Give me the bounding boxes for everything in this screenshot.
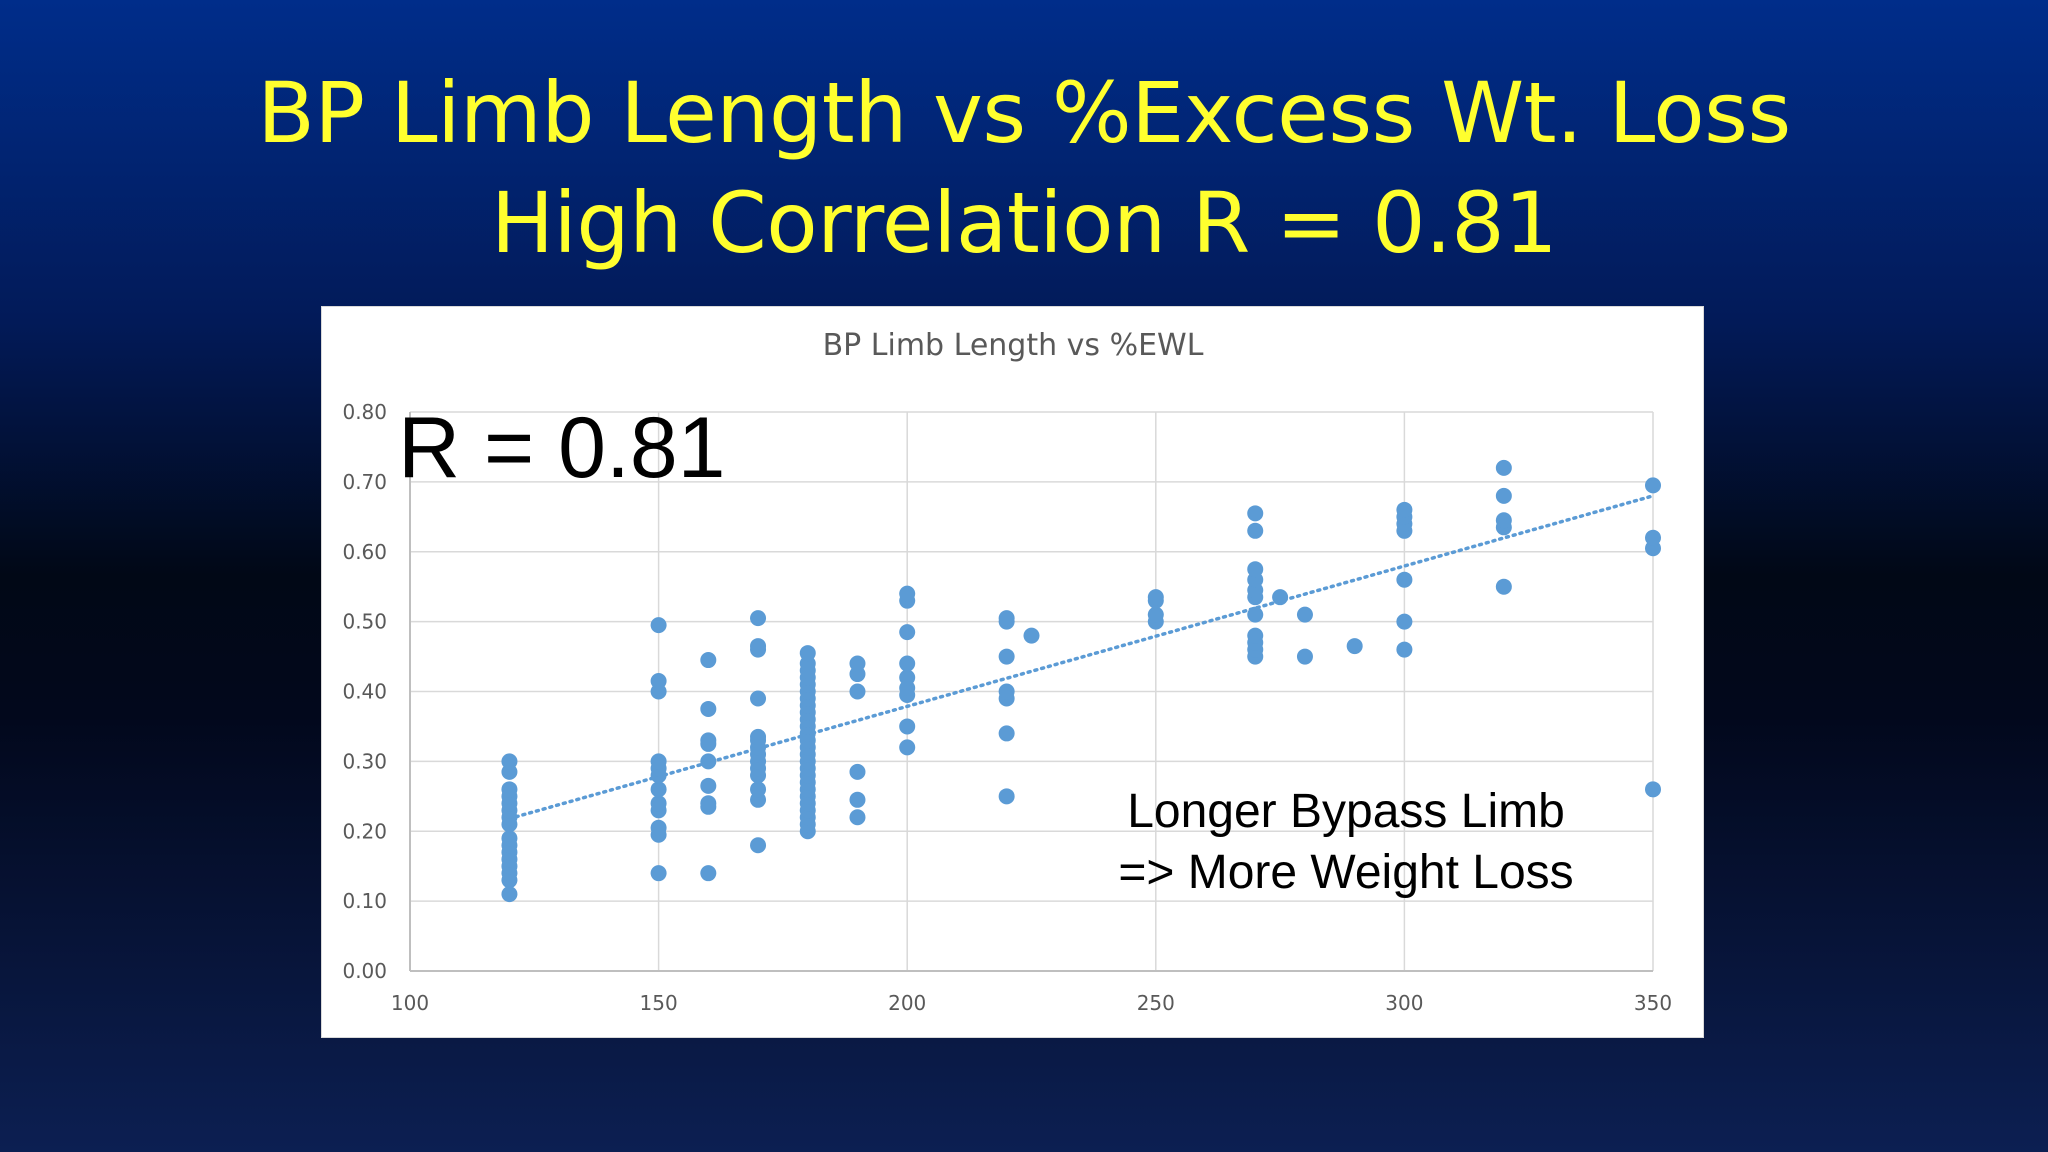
- y-tick-label: 0.50: [342, 610, 387, 634]
- data-point: [700, 865, 717, 882]
- data-point: [650, 673, 667, 690]
- data-point: [799, 645, 816, 662]
- data-point: [750, 690, 767, 707]
- data-point: [1147, 606, 1164, 623]
- slide-title: BP Limb Length vs %Excess Wt. Loss High …: [0, 58, 2048, 278]
- data-point: [1645, 781, 1661, 798]
- data-point: [700, 795, 717, 812]
- data-point: [1396, 571, 1413, 588]
- data-point: [899, 739, 916, 756]
- data-point: [501, 781, 518, 798]
- data-point: [501, 886, 518, 903]
- data-point: [1247, 561, 1264, 578]
- data-point: [1296, 648, 1313, 665]
- data-point: [700, 700, 717, 717]
- data-point: [849, 763, 866, 780]
- data-point: [700, 777, 717, 794]
- data-point: [750, 638, 767, 655]
- data-point: [1147, 589, 1164, 606]
- data-point: [1247, 627, 1264, 644]
- data-point: [650, 865, 667, 882]
- data-point: [1495, 459, 1512, 476]
- data-point: [750, 610, 767, 627]
- annotation-line-2: => More Weight Loss: [1118, 846, 1573, 899]
- data-point: [998, 648, 1015, 665]
- data-point: [899, 718, 916, 735]
- data-point: [899, 585, 916, 602]
- data-point: [750, 837, 767, 854]
- scatter-chart: BP Limb Length vs %EWL 0.000.100.200.300…: [342, 328, 1672, 1015]
- y-tick-label: 0.30: [342, 749, 387, 773]
- data-point: [849, 791, 866, 808]
- data-point: [1495, 512, 1512, 529]
- y-tick-label: 0.20: [342, 819, 387, 843]
- data-point: [650, 617, 667, 634]
- data-point: [998, 788, 1015, 805]
- data-point: [501, 753, 518, 770]
- data-point: [1495, 487, 1512, 504]
- data-point: [1247, 522, 1264, 539]
- data-point: [1247, 505, 1264, 522]
- data-point: [899, 669, 916, 686]
- data-point: [1346, 638, 1363, 655]
- data-point: [899, 624, 916, 641]
- data-point: [1396, 613, 1413, 630]
- data-point: [1272, 589, 1289, 606]
- grid-layer: [409, 411, 1654, 972]
- slide-title-line-1: BP Limb Length vs %Excess Wt. Loss: [257, 64, 1791, 162]
- r-value-annotation: R = 0.81: [398, 400, 726, 496]
- y-tick-label: 0.00: [342, 959, 387, 983]
- trendline: [507, 494, 1655, 821]
- y-tick-label: 0.70: [342, 470, 387, 494]
- y-tick-label: 0.80: [342, 400, 387, 424]
- data-point: [1495, 578, 1512, 595]
- points-layer: [501, 459, 1661, 903]
- data-point: [849, 683, 866, 700]
- data-point: [1396, 501, 1413, 518]
- data-point: [750, 728, 767, 745]
- data-point: [1645, 529, 1661, 546]
- x-tick-label: 250: [1137, 991, 1175, 1015]
- data-point: [700, 753, 717, 770]
- axis-layer: 0.00 0.10 0.20 0.30 0.40 0.50 0.60 0.70 0.80 100 1…: [342, 400, 1672, 1015]
- data-point: [849, 809, 866, 826]
- data-point: [501, 830, 518, 847]
- data-point: [1247, 606, 1264, 623]
- x-tick-label: 300: [1385, 991, 1423, 1015]
- x-tick-label: 350: [1634, 991, 1672, 1015]
- annotation-line-1: Longer Bypass Limb: [1127, 785, 1565, 838]
- chart-panel: BP Limb Length vs %EWL 0.00 0.10 0.20 0.30 0…: [321, 306, 1704, 1038]
- data-point: [998, 725, 1015, 742]
- data-point: [700, 652, 717, 669]
- x-tick-label: 100: [391, 991, 429, 1015]
- data-point: [650, 819, 667, 836]
- data-point: [650, 781, 667, 798]
- data-point: [899, 655, 916, 672]
- data-point: [998, 683, 1015, 700]
- data-point: [700, 732, 717, 749]
- slide-title-line-2: High Correlation R = 0.81: [490, 174, 1558, 272]
- y-tick-label: 0.40: [342, 680, 387, 704]
- y-tick-label: 0.60: [342, 540, 387, 564]
- data-point: [998, 610, 1015, 627]
- data-point: [650, 795, 667, 812]
- data-point: [1645, 477, 1661, 494]
- x-tick-label: 150: [640, 991, 678, 1015]
- y-tick-label: 0.10: [342, 889, 387, 913]
- data-point: [1296, 606, 1313, 623]
- data-point: [1396, 641, 1413, 658]
- x-tick-label: 200: [888, 991, 926, 1015]
- chart-title: BP Limb Length vs %EWL: [823, 328, 1204, 363]
- data-point: [750, 781, 767, 798]
- data-point: [650, 753, 667, 770]
- data-point: [1023, 627, 1040, 644]
- data-point: [849, 655, 866, 672]
